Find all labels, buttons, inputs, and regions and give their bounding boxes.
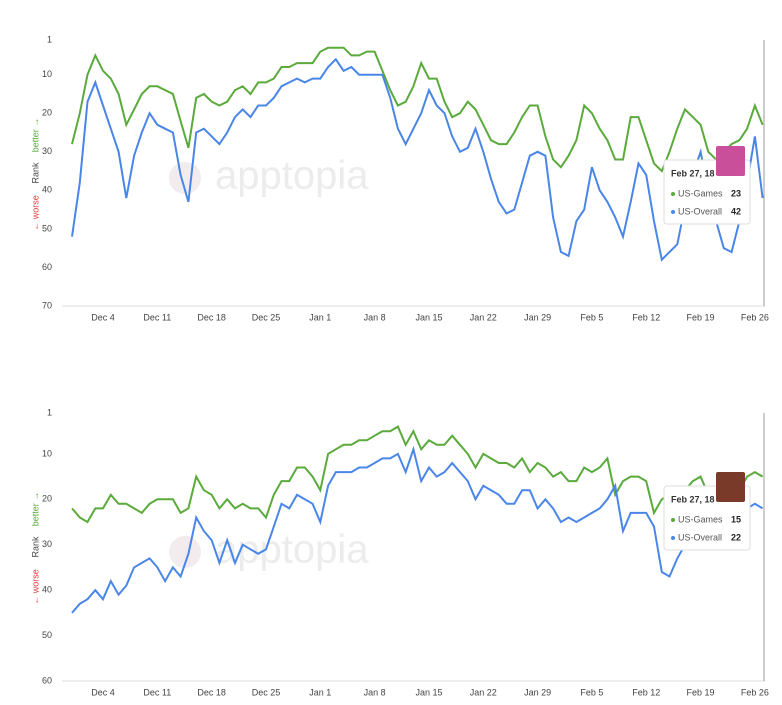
x-tick-label: Dec 11 bbox=[143, 312, 171, 322]
tooltip-series-name: US-Overall bbox=[678, 206, 722, 216]
x-tick-label: Dec 25 bbox=[252, 312, 281, 322]
series-line bbox=[71, 57, 764, 262]
y-tick-label: 1 bbox=[47, 407, 52, 417]
y-tick-label: 60 bbox=[42, 262, 52, 272]
tooltip-series-name: US-Games bbox=[678, 514, 723, 524]
x-tick-label: Feb 19 bbox=[687, 312, 715, 322]
tooltip-dot bbox=[671, 210, 675, 214]
y-tick-label: 20 bbox=[42, 494, 52, 504]
x-tick-label: Jan 29 bbox=[524, 687, 551, 697]
x-tick-label: Feb 5 bbox=[580, 312, 603, 322]
x-tick-label: Feb 26 bbox=[741, 687, 769, 697]
x-tick-label: Jan 22 bbox=[470, 687, 497, 697]
y-tick-label: 40 bbox=[42, 185, 52, 195]
x-tick-label: Dec 4 bbox=[91, 312, 115, 322]
watermark: apptopia bbox=[215, 528, 369, 572]
series-line bbox=[71, 46, 764, 173]
y-axis-label: Rank bbox=[30, 162, 40, 184]
y-tick-label: 70 bbox=[42, 300, 52, 310]
x-tick-label: Jan 8 bbox=[364, 312, 386, 322]
watermark-logo bbox=[169, 536, 201, 568]
y-tick-label: 40 bbox=[42, 585, 52, 595]
y-tick-label: 10 bbox=[42, 448, 52, 458]
watermark-logo bbox=[169, 162, 201, 194]
y-axis-worse: ← worse bbox=[30, 569, 40, 605]
series-line bbox=[71, 425, 764, 524]
tooltip-value: 42 bbox=[731, 206, 741, 216]
y-axis-better: better → bbox=[30, 118, 40, 153]
x-tick-label: Dec 4 bbox=[91, 687, 115, 697]
tooltip-dot bbox=[671, 536, 675, 540]
tooltip-dot bbox=[671, 518, 675, 522]
x-tick-label: Dec 18 bbox=[197, 312, 226, 322]
tooltip-date: Feb 27, 18 bbox=[671, 168, 715, 178]
app-icon bbox=[716, 146, 745, 176]
y-tick-label: 30 bbox=[42, 539, 52, 549]
x-tick-label: Dec 18 bbox=[197, 687, 226, 697]
tooltip: Feb 27, 18 US-Games 15 US-Overall 22 bbox=[663, 472, 751, 551]
app-icon bbox=[716, 472, 745, 502]
series-line bbox=[71, 445, 764, 614]
tooltip-value: 22 bbox=[731, 532, 741, 542]
x-tick-label: Jan 8 bbox=[364, 687, 386, 697]
y-axis-label: Rank bbox=[30, 536, 40, 558]
watermark: apptopia bbox=[215, 154, 369, 198]
x-tick-label: Jan 1 bbox=[309, 687, 331, 697]
y-tick-label: 60 bbox=[42, 675, 52, 685]
y-axis-worse: ← worse bbox=[30, 195, 40, 231]
y-tick-label: 10 bbox=[42, 69, 52, 79]
y-axis-better: better → bbox=[30, 492, 40, 527]
x-tick-label: Dec 25 bbox=[252, 687, 281, 697]
x-tick-label: Feb 12 bbox=[632, 312, 660, 322]
x-tick-label: Jan 15 bbox=[415, 687, 442, 697]
x-tick-label: Jan 15 bbox=[415, 312, 442, 322]
x-tick-label: Feb 12 bbox=[632, 687, 660, 697]
x-tick-label: Dec 11 bbox=[143, 687, 171, 697]
x-tick-label: Feb 26 bbox=[741, 312, 769, 322]
tooltip-value: 15 bbox=[731, 514, 741, 524]
y-tick-label: 50 bbox=[42, 630, 52, 640]
y-tick-label: 30 bbox=[42, 146, 52, 156]
tooltip-series-name: US-Games bbox=[678, 188, 723, 198]
x-tick-label: Feb 19 bbox=[687, 687, 715, 697]
y-tick-label: 50 bbox=[42, 223, 52, 233]
x-tick-label: Jan 22 bbox=[470, 312, 497, 322]
x-tick-label: Feb 5 bbox=[580, 687, 603, 697]
x-tick-label: Jan 1 bbox=[309, 312, 331, 322]
tooltip-series-name: US-Overall bbox=[678, 532, 722, 542]
tooltip-dot bbox=[671, 192, 675, 196]
y-tick-label: 20 bbox=[42, 108, 52, 118]
y-tick-label: 1 bbox=[47, 34, 52, 44]
tooltip-date: Feb 27, 18 bbox=[671, 494, 715, 504]
tooltip-value: 23 bbox=[731, 188, 741, 198]
x-tick-label: Jan 29 bbox=[524, 312, 551, 322]
tooltip: Feb 27, 18 US-Games 23 US-Overall 42 bbox=[663, 146, 751, 225]
